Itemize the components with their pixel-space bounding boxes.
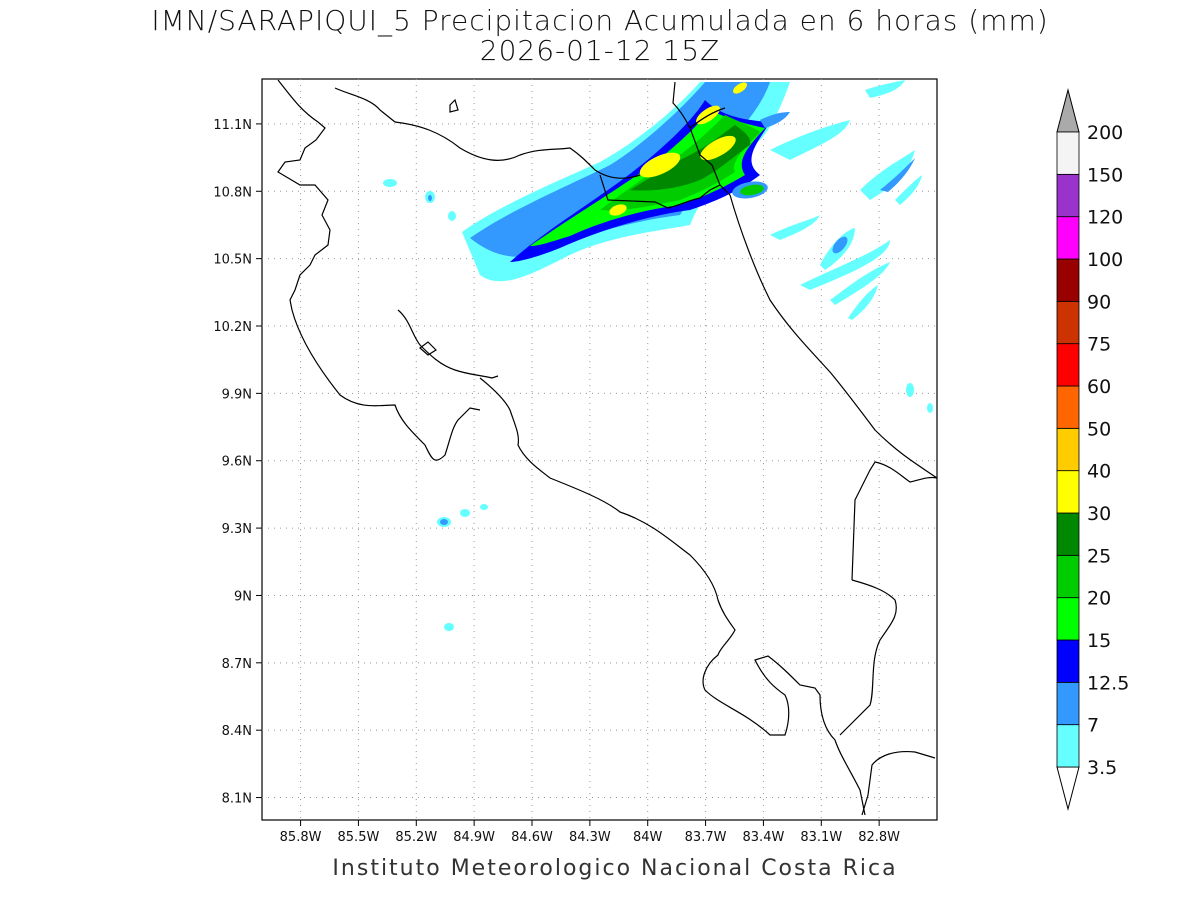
lat-tick-label: 9N [234,589,252,604]
lon-tick-label: 84.9W [453,830,495,845]
lat-tick-label: 10.5N [213,253,252,268]
colorbar-label: 30 [1087,503,1111,525]
lon-tick-label: 85.2W [395,830,437,845]
lat-tick-label: 10.2N [213,320,252,335]
map-subtitle-datetime: 2026-01-12 15Z [479,34,721,67]
colorbar-swatch [1056,343,1080,387]
lon-tick-label: 83.7W [685,830,727,845]
colorbar-swatch [1056,512,1080,556]
lat-tick-label: 8.4N [222,724,252,739]
colorbar-swatch [1056,470,1080,514]
colorbar-swatch [1056,258,1080,302]
lat-tick-label: 9.3N [222,522,252,537]
colorbar-bottom-triangle [1056,766,1080,811]
colorbar-label: 3.5 [1087,757,1117,779]
lon-tick-label: 84W [633,830,663,845]
lat-tick-label: 9.6N [222,455,252,470]
colorbar-swatch [1056,681,1080,726]
lat-tick-label: 8.1N [222,792,252,807]
colorbar-label: 200 [1087,122,1123,144]
colorbar-label: 15 [1087,630,1111,652]
colorbar-label: 50 [1087,418,1111,440]
lon-tick-label: 85.8W [280,830,322,845]
colorbar-swatch [1056,216,1080,260]
colorbar-label: 120 [1087,207,1123,229]
footer-credit: Instituto Meteorologico Nacional Costa R… [332,856,898,881]
coastline-borders [277,79,938,816]
colorbar-label: 150 [1087,164,1123,186]
colorbar-swatch [1056,300,1080,345]
colorbar-label: 60 [1087,376,1111,398]
colorbar-swatch [1056,724,1080,768]
colorbar-label: 100 [1087,249,1123,271]
colorbar-swatch [1056,427,1080,472]
lon-tick-label: 83.4W [743,830,785,845]
colorbar-legend: 3.5 7 12.5 15 20 25 30 40 50 60 75 90 100 120 150 200 [1056,88,1129,811]
colorbar-label: 25 [1087,545,1111,567]
colorbar-label: 12.5 [1087,672,1129,694]
colorbar-swatch [1056,131,1080,175]
lat-tick-label: 11.1N [213,118,252,133]
colorbar-swatch [1056,554,1080,599]
lon-tick-label: 85.5W [338,830,380,845]
colorbar-top-triangle [1056,88,1080,133]
lon-tick-label: 82.8W [858,830,900,845]
lon-tick-label: 84.3W [569,830,611,845]
lon-tick-label: 83.1W [800,830,842,845]
colorbar-label: 75 [1087,334,1111,356]
map-title: IMN/SARAPIQUI_5 Precipitacion Acumulada … [151,4,1049,37]
colorbar-swatch [1056,597,1080,641]
axis-tick-labels: 85.8W 85.5W 85.2W 84.9W 84.6W 84.3W 84W 83.7W 83… [213,118,900,845]
lat-tick-label: 8.7N [222,657,252,672]
colorbar-label: 40 [1087,461,1111,483]
colorbar-label: 20 [1087,588,1111,610]
colorbar-swatch [1056,639,1080,683]
lat-tick-label: 9.9N [222,387,252,402]
lat-tick-label: 10.8N [213,185,252,200]
colorbar-swatch [1056,385,1080,429]
colorbar-label: 90 [1087,291,1111,313]
lon-tick-label: 84.6W [511,830,553,845]
precipitation-shading [383,80,933,631]
colorbar-label: 7 [1087,715,1099,737]
colorbar-swatch [1056,173,1080,218]
